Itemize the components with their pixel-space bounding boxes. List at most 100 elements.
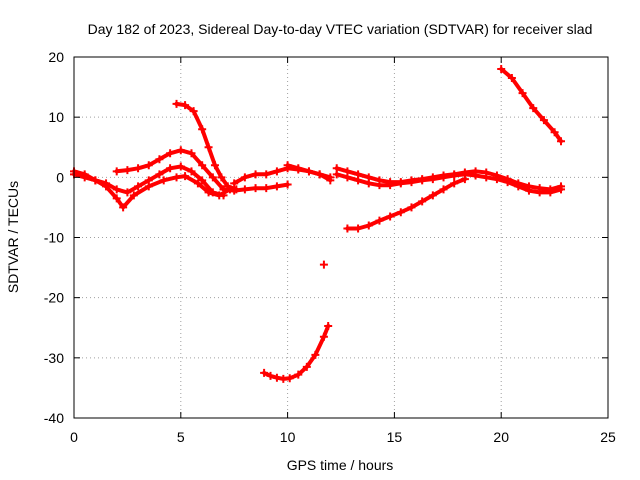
y-tick-label: 0 bbox=[56, 169, 64, 185]
data-point bbox=[251, 170, 260, 179]
data-point bbox=[91, 176, 100, 185]
data-point bbox=[210, 161, 219, 170]
y-tick-label: -30 bbox=[44, 350, 64, 366]
x-axis-title: GPS time / hours bbox=[287, 457, 394, 473]
data-point bbox=[187, 149, 196, 158]
data-point bbox=[428, 175, 437, 184]
series-line bbox=[499, 67, 563, 144]
data-point bbox=[208, 173, 217, 182]
data-point bbox=[112, 185, 121, 194]
data-point bbox=[354, 224, 363, 233]
data-point bbox=[460, 175, 469, 184]
data-point bbox=[217, 173, 226, 182]
data-point bbox=[260, 368, 269, 377]
data-point bbox=[364, 179, 373, 188]
data-point bbox=[112, 167, 121, 176]
data-point bbox=[181, 101, 190, 110]
y-tick-label: -40 bbox=[44, 410, 64, 426]
data-point bbox=[304, 167, 313, 176]
data-point bbox=[208, 188, 217, 197]
data-point bbox=[439, 185, 448, 194]
data-point bbox=[230, 179, 239, 188]
series-track-l bbox=[343, 175, 469, 233]
data-point bbox=[418, 176, 427, 185]
data-point bbox=[172, 99, 181, 108]
data-point bbox=[262, 184, 271, 193]
data-point bbox=[198, 161, 207, 170]
data-point bbox=[428, 191, 437, 200]
x-tick-label: 25 bbox=[600, 429, 616, 445]
data-point bbox=[396, 179, 405, 188]
data-point bbox=[503, 178, 512, 187]
series-line bbox=[345, 177, 467, 231]
data-point bbox=[546, 188, 555, 197]
data-point bbox=[144, 161, 153, 170]
x-tick-label: 10 bbox=[280, 429, 296, 445]
y-tick-label: 10 bbox=[48, 109, 64, 125]
data-point bbox=[343, 173, 352, 182]
data-point bbox=[119, 203, 128, 212]
series-track-m bbox=[497, 65, 566, 146]
x-tick-label: 5 bbox=[177, 429, 185, 445]
grid-lines bbox=[74, 57, 608, 418]
data-point bbox=[155, 170, 164, 179]
data-point bbox=[407, 178, 416, 187]
data-point bbox=[272, 167, 281, 176]
x-tick-label: 15 bbox=[387, 429, 403, 445]
data-point bbox=[166, 164, 175, 173]
data-point bbox=[204, 143, 213, 152]
series-line bbox=[334, 172, 563, 195]
y-tick-label: -20 bbox=[44, 290, 64, 306]
data-point bbox=[524, 186, 533, 195]
data-point bbox=[539, 116, 548, 125]
series-track-k bbox=[332, 170, 566, 197]
data-point bbox=[198, 176, 207, 185]
x-tick-label: 20 bbox=[493, 429, 509, 445]
data-point bbox=[176, 162, 185, 171]
data-point bbox=[230, 186, 239, 195]
y-tick-label: -10 bbox=[44, 230, 64, 246]
x-tick-label: 0 bbox=[70, 429, 78, 445]
data-point bbox=[129, 191, 138, 200]
data-point bbox=[482, 173, 491, 182]
data-point bbox=[172, 173, 181, 182]
data-point bbox=[272, 373, 281, 382]
data-point bbox=[294, 164, 303, 173]
data-point bbox=[450, 179, 459, 188]
data-series bbox=[70, 65, 566, 383]
data-point bbox=[386, 181, 395, 190]
data-point bbox=[262, 170, 271, 179]
data-point bbox=[326, 176, 335, 185]
data-point bbox=[418, 197, 427, 206]
data-point bbox=[251, 184, 260, 193]
data-point bbox=[112, 194, 121, 203]
data-point bbox=[187, 167, 196, 176]
data-point bbox=[123, 166, 132, 175]
data-point bbox=[514, 182, 523, 191]
data-point bbox=[198, 125, 207, 134]
series-track-g bbox=[283, 161, 335, 185]
chart-title: Day 182 of 2023, Sidereal Day-to-day VTE… bbox=[88, 21, 593, 37]
data-point bbox=[176, 146, 185, 155]
series-track-d bbox=[172, 99, 241, 194]
data-point bbox=[283, 161, 292, 170]
data-point bbox=[439, 173, 448, 182]
data-point bbox=[471, 171, 480, 180]
data-point bbox=[240, 173, 249, 182]
data-point bbox=[134, 164, 143, 173]
data-point bbox=[396, 208, 405, 217]
data-point bbox=[319, 260, 328, 269]
data-point bbox=[354, 176, 363, 185]
y-axis-title: SDTVAR / TECUs bbox=[5, 181, 21, 293]
series-track-e bbox=[219, 180, 292, 195]
data-point bbox=[144, 176, 153, 185]
data-point bbox=[529, 104, 538, 113]
data-point bbox=[375, 181, 384, 190]
data-point bbox=[166, 149, 175, 158]
data-point bbox=[311, 350, 320, 359]
data-point bbox=[497, 65, 506, 74]
series-line bbox=[232, 166, 333, 186]
data-point bbox=[332, 170, 341, 179]
data-point bbox=[557, 137, 566, 146]
data-point bbox=[386, 212, 395, 221]
